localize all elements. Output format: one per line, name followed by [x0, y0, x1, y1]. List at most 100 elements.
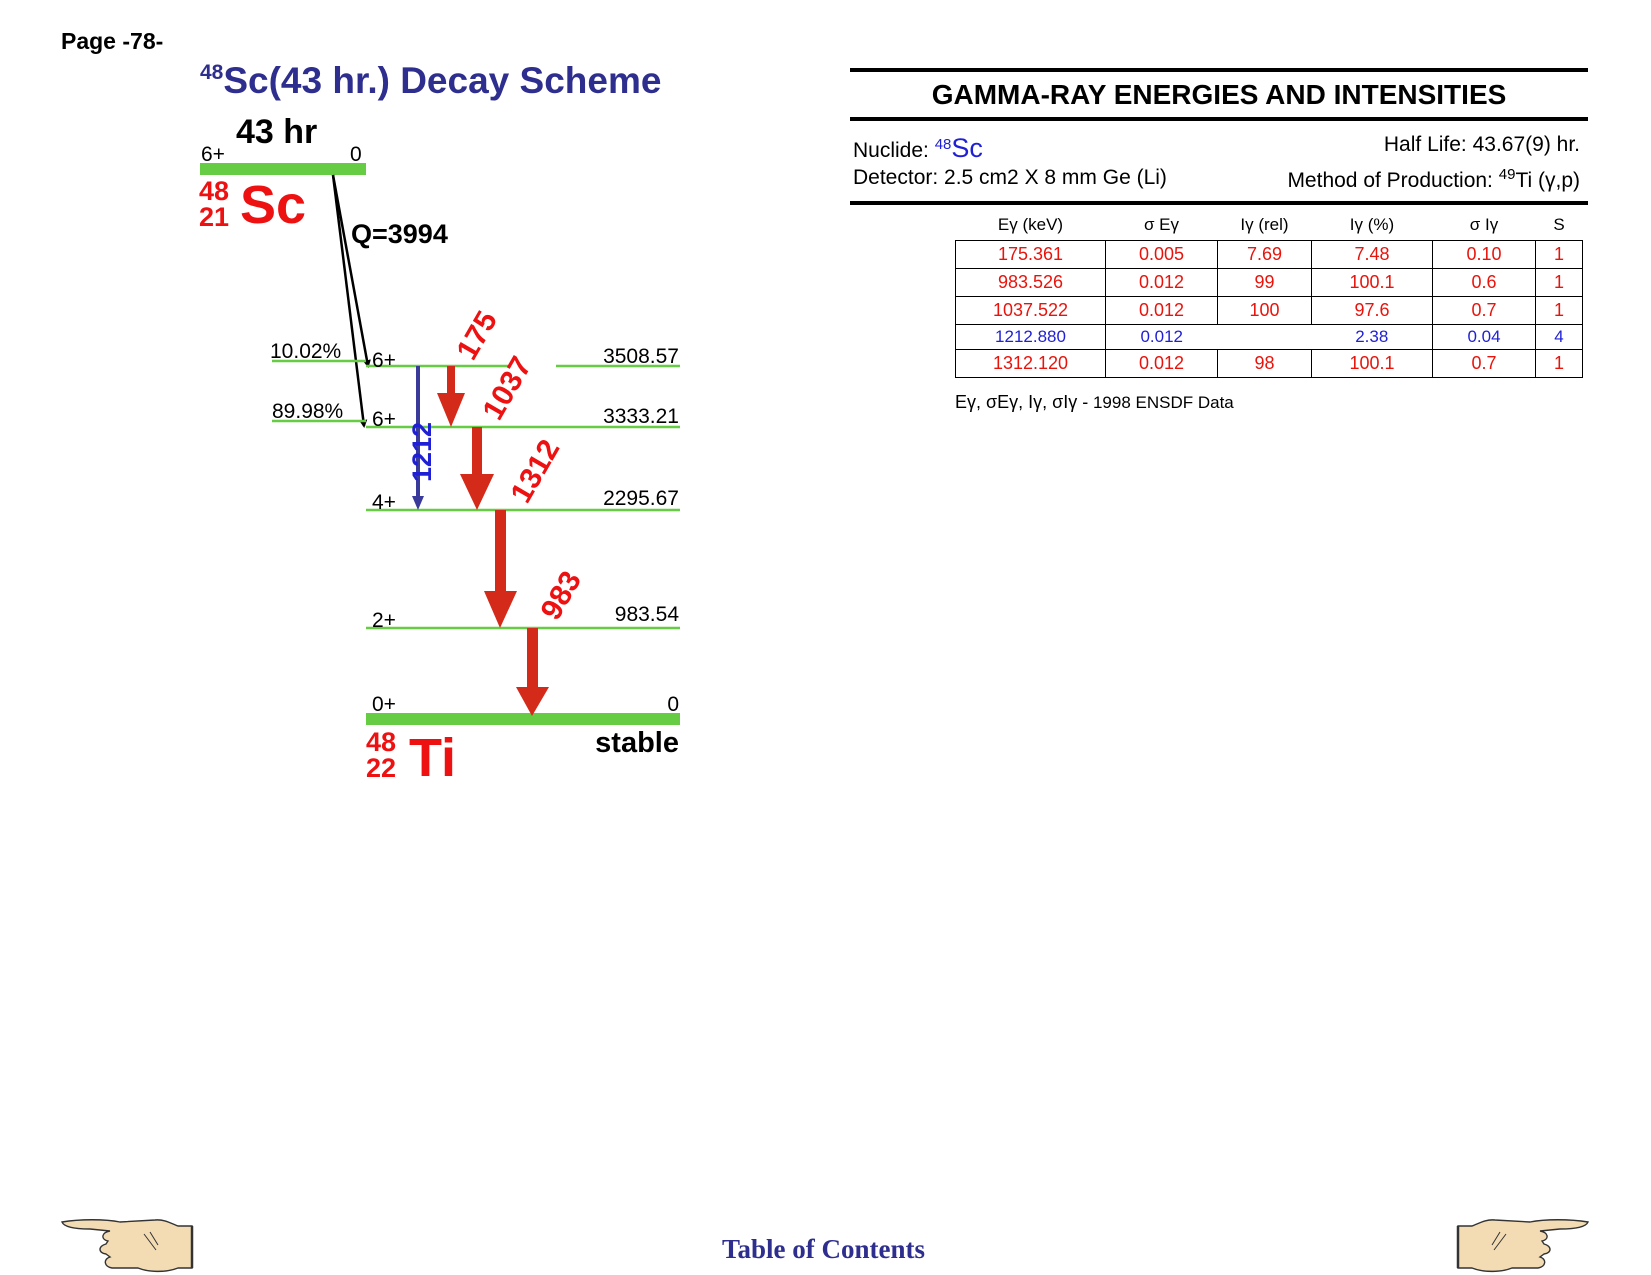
cell-sigma-energy: 0.005 [1105, 240, 1218, 269]
footnote-symbols: Eγ, σEγ, Iγ, σIγ - [955, 392, 1089, 412]
header-s: S [1553, 215, 1565, 234]
cell-intensity-rel: 99 [1217, 268, 1312, 297]
table-row: 1312.120 0.012 98 100.1 0.7 1 [955, 349, 1583, 378]
production-reaction: Ti (γ,p) [1515, 169, 1580, 192]
production-label: Method of Production: [1287, 169, 1493, 192]
gamma-table: Eγ (keV) σ Eγ Iγ (rel) Iγ (%) σ Iγ S 175… [955, 210, 1583, 378]
energy-label-3333: 3333.21 [603, 405, 679, 428]
parent-level-bar [200, 163, 366, 175]
gamma-arrow-175-head [437, 393, 465, 427]
nuclide-row: Nuclide: 48Sc Half Life: 43.67(9) hr. [850, 121, 1588, 164]
header-sigma-energy: σ Eγ [1143, 215, 1180, 234]
parent-mass-number: 48 [199, 176, 229, 206]
spin-label-3508: 6+ [372, 349, 396, 372]
cell-intensity-pct: 100.1 [1311, 349, 1433, 378]
nuclide-label: Nuclide: [853, 139, 929, 162]
cell-sigma-energy: 0.012 [1105, 349, 1218, 378]
cell-sigma-intensity: 0.6 [1432, 268, 1536, 297]
halflife-info: Half Life: 43.67(9) hr. [1383, 133, 1580, 156]
spin-label-ground: 0+ [372, 693, 396, 716]
cell-s: 4 [1535, 324, 1583, 350]
panel-bottom-rule [850, 201, 1588, 205]
parent-symbol: Sc [240, 175, 306, 235]
cell-sigma-intensity: 0.7 [1432, 349, 1536, 378]
energy-label-ground: 0 [667, 693, 679, 716]
table-row: 1037.522 0.012 100 97.6 0.7 1 [955, 296, 1583, 325]
detector-row: Detector: 2.5 cm2 X 8 mm Ge (Li) Method … [850, 164, 1588, 201]
panel-mid-rule [850, 117, 1588, 121]
gamma-info-panel: GAMMA-RAY ENERGIES AND INTENSITIES Nucli… [850, 68, 1588, 205]
table-row: 1212.880 0.012 2.38 0.04 4 [955, 324, 1583, 350]
branch-label-3333: 89.98% [272, 400, 343, 423]
daughter-symbol: Ti [409, 728, 456, 788]
gamma-arrow-1312-head [484, 591, 517, 628]
branch-label-3508: 10.02% [270, 340, 341, 363]
beta-branch-line-3508 [331, 174, 371, 368]
gamma-arrow-1312-shaft [495, 510, 506, 592]
nuclide-mass: 48 [934, 136, 952, 153]
energy-label-983: 983.54 [615, 603, 680, 626]
cell-intensity-pct: 7.48 [1311, 240, 1433, 269]
production-info: Method of Production: 49Ti (γ,p) [1287, 166, 1580, 193]
cell-intensity-rel: 98 [1217, 349, 1312, 378]
cell-sigma-intensity: 0.04 [1432, 324, 1536, 350]
cell-energy: 1037.522 [955, 296, 1106, 325]
cell-sigma-energy: 0.012 [1105, 324, 1218, 350]
title-text: Sc(43 hr.) Decay Scheme [223, 60, 662, 101]
cell-s: 1 [1535, 240, 1583, 269]
gamma-arrow-1212-head [412, 496, 424, 510]
cell-intensity-rel [1217, 324, 1312, 350]
daughter-mass-number: 48 [366, 727, 396, 757]
ground-level-bar [366, 713, 680, 725]
beta-branch-line-3333 [331, 174, 368, 428]
energy-label-3508: 3508.57 [603, 345, 679, 368]
daughter-stability: stable [595, 727, 679, 759]
page-title: 48Sc(43 hr.) Decay Scheme [200, 60, 661, 102]
nuclide-info: Nuclide: 48Sc [853, 133, 983, 164]
table-of-contents-link[interactable]: Table of Contents [722, 1234, 926, 1264]
header-intensity-pct: Iγ (%) [1349, 215, 1395, 234]
cell-s: 1 [1535, 349, 1583, 378]
spin-label-983: 2+ [372, 609, 396, 632]
gamma-label-983: 983 [534, 566, 588, 626]
pointing-hand-left-icon[interactable] [60, 1210, 200, 1275]
footnote-source: 1998 ENSDF Data [1092, 393, 1234, 412]
cell-sigma-energy: 0.012 [1105, 268, 1218, 297]
pointing-hand-right-icon[interactable] [1450, 1210, 1590, 1275]
table-row: 175.361 0.005 7.69 7.48 0.10 1 [955, 240, 1583, 269]
gamma-label-175: 175 [450, 306, 504, 366]
gamma-label-1212: 1212 [407, 422, 437, 482]
production-mass: 49 [1498, 166, 1516, 183]
cell-sigma-intensity: 0.7 [1432, 296, 1536, 325]
nuclide-symbol: Sc [951, 133, 983, 163]
energy-label-2295: 2295.67 [603, 487, 679, 510]
header-sigma-intensity: σ Iγ [1469, 215, 1499, 234]
panel-top-rule [850, 68, 1588, 72]
parent-halflife: 43 hr [236, 113, 317, 151]
gamma-arrow-983-shaft [527, 628, 538, 688]
gamma-arrow-1037-head [460, 474, 494, 510]
cell-s: 1 [1535, 268, 1583, 297]
cell-intensity-rel: 100 [1217, 296, 1312, 325]
panel-title: GAMMA-RAY ENERGIES AND INTENSITIES [931, 79, 1507, 110]
cell-sigma-energy: 0.012 [1105, 296, 1218, 325]
cell-energy: 1212.880 [955, 324, 1106, 350]
header-intensity-rel: Iγ (rel) [1240, 215, 1289, 234]
cell-energy: 983.526 [955, 268, 1106, 297]
parent-energy: 0 [350, 143, 362, 166]
spin-label-2295: 4+ [372, 491, 396, 514]
cell-s: 1 [1535, 296, 1583, 325]
header-energy: Eγ (keV) [997, 215, 1064, 234]
detector-info: Detector: 2.5 cm2 X 8 mm Ge (Li) [853, 166, 1167, 189]
parent-spin: 6+ [201, 143, 225, 166]
gamma-label-1312: 1312 [504, 434, 566, 508]
table-row: 983.526 0.012 99 100.1 0.6 1 [955, 268, 1583, 297]
cell-energy: 1312.120 [955, 349, 1106, 378]
title-mass-number: 48 [200, 61, 224, 84]
spin-label-3333: 6+ [372, 408, 396, 431]
cell-intensity-pct: 2.38 [1311, 324, 1433, 350]
q-value: Q=3994 [351, 219, 448, 249]
gamma-arrow-175-shaft [447, 366, 455, 394]
page-label: Page -78- [61, 28, 164, 54]
cell-energy: 175.361 [955, 240, 1106, 269]
